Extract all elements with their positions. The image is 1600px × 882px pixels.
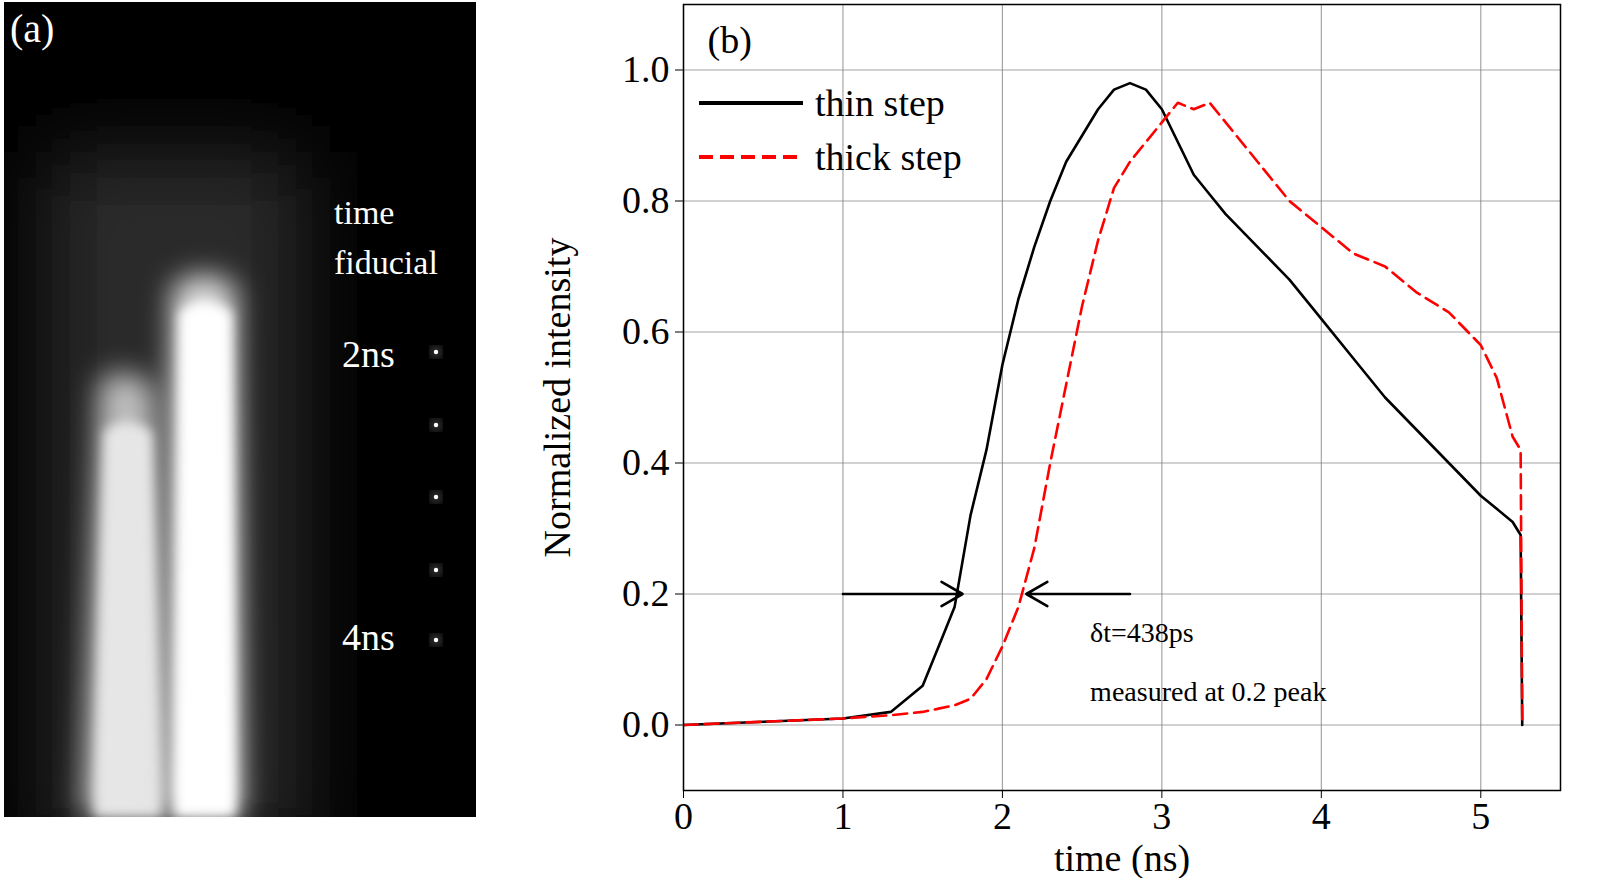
html-text:thin step: thin step bbox=[815, 82, 945, 124]
svg-text:4: 4 bbox=[1312, 795, 1331, 837]
svg-text:2: 2 bbox=[993, 795, 1012, 837]
svg-text:measured at 0.2 peak: measured at 0.2 peak bbox=[1090, 676, 1326, 707]
svg-text:0: 0 bbox=[674, 795, 693, 837]
svg-text:4ns: 4ns bbox=[342, 616, 395, 658]
svg-text:2ns: 2ns bbox=[342, 333, 395, 375]
svg-text:0.8: 0.8 bbox=[622, 179, 670, 221]
svg-text:δt=438ps: δt=438ps bbox=[1090, 617, 1194, 648]
svg-text:0.2: 0.2 bbox=[622, 572, 670, 614]
svg-text:time (ns): time (ns) bbox=[1054, 837, 1190, 879]
svg-text:5: 5 bbox=[1471, 795, 1490, 837]
svg-text:(b): (b) bbox=[708, 19, 752, 62]
svg-text:0.6: 0.6 bbox=[622, 310, 670, 352]
svg-text:0.0: 0.0 bbox=[622, 703, 670, 745]
svg-text:3: 3 bbox=[1152, 795, 1171, 837]
html-text:thick step: thick step bbox=[815, 136, 962, 178]
svg-text:fiducial: fiducial bbox=[334, 244, 438, 281]
svg-text:0.4: 0.4 bbox=[622, 441, 670, 483]
svg-text:time: time bbox=[334, 194, 394, 231]
svg-text:(a): (a) bbox=[10, 6, 54, 51]
svg-text:Normalized intensity: Normalized intensity bbox=[536, 238, 578, 558]
svg-text:1.0: 1.0 bbox=[622, 48, 670, 90]
svg-text:1: 1 bbox=[833, 795, 852, 837]
